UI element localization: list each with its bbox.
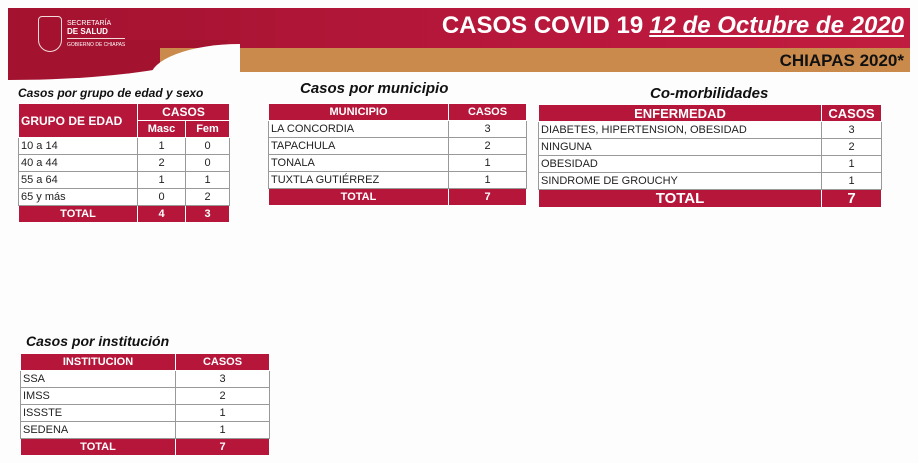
cell-value: 1 bbox=[175, 421, 270, 439]
logo-line3: GOBIERNO DE CHIAPAS bbox=[67, 37, 126, 49]
total-row: TOTAL 7 bbox=[268, 188, 527, 206]
cell-value: 1 bbox=[821, 155, 882, 173]
cell-value: 3 bbox=[175, 370, 270, 388]
municipio-table: MUNICIPIO CASOS LA CONCORDIA 3 TAPACHULA 2 TON… bbox=[268, 103, 527, 206]
edad-title: Casos por grupo de edad y sexo bbox=[18, 86, 204, 100]
cell-value: 0 bbox=[185, 154, 230, 172]
total-row: TOTAL 4 3 bbox=[18, 205, 230, 223]
table-row: IMSS 2 bbox=[20, 387, 270, 405]
cell-value: 1 bbox=[175, 404, 270, 422]
total-value: 7 bbox=[175, 438, 270, 456]
page-subtitle: CHIAPAS 2020* bbox=[779, 51, 904, 70]
table-row: SINDROME DE GROUCHY 1 bbox=[538, 172, 882, 190]
total-value: 4 bbox=[137, 205, 186, 223]
cell-label: 55 a 64 bbox=[18, 171, 138, 189]
cell-label: ISSSTE bbox=[20, 404, 176, 422]
cell-label: 65 y más bbox=[18, 188, 138, 206]
cell-label: SSA bbox=[20, 370, 176, 388]
institucion-title: Casos por institución bbox=[26, 333, 170, 349]
cell-label: TONALA bbox=[268, 154, 449, 172]
cell-value: 1 bbox=[137, 137, 186, 155]
table-row: TUXTLA GUTIÉRREZ 1 bbox=[268, 171, 527, 189]
column-header: CASOS bbox=[448, 103, 527, 121]
total-value: 3 bbox=[185, 205, 230, 223]
table-row: 10 a 14 1 0 bbox=[18, 137, 230, 155]
column-header: ENFERMEDAD bbox=[538, 104, 822, 122]
cell-label: DIABETES, HIPERTENSION, OBESIDAD bbox=[538, 121, 822, 139]
cell-value: 2 bbox=[175, 387, 270, 405]
table-row: 55 a 64 1 1 bbox=[18, 171, 230, 189]
total-label: TOTAL bbox=[18, 205, 138, 223]
table-row: ISSSTE 1 bbox=[20, 404, 270, 422]
col-casos: CASOS bbox=[137, 103, 230, 121]
table-row: SEDENA 1 bbox=[20, 421, 270, 439]
comorbilidades-table: ENFERMEDAD CASOS DIABETES, HIPERTENSION, O… bbox=[538, 104, 882, 208]
table-row: SSA 3 bbox=[20, 370, 270, 388]
table-row: 65 y más 0 2 bbox=[18, 188, 230, 206]
cell-value: 1 bbox=[821, 172, 882, 190]
title-text: CASOS COVID 19 bbox=[441, 12, 644, 39]
cell-value: 2 bbox=[185, 188, 230, 206]
table-row: TONALA 1 bbox=[268, 154, 527, 172]
column-header: CASOS bbox=[821, 104, 882, 122]
cell-value: 3 bbox=[448, 120, 527, 138]
cell-value: 0 bbox=[137, 188, 186, 206]
cell-label: TAPACHULA bbox=[268, 137, 449, 155]
cell-label: OBESIDAD bbox=[538, 155, 822, 173]
municipio-title: Casos por municipio bbox=[300, 80, 449, 97]
total-label: TOTAL bbox=[268, 188, 449, 206]
table-row: NINGUNA 2 bbox=[538, 138, 882, 156]
total-row: TOTAL 7 bbox=[538, 189, 882, 208]
table-row: LA CONCORDIA 3 bbox=[268, 120, 527, 138]
cell-value: 1 bbox=[448, 171, 527, 189]
header-subbanner bbox=[160, 48, 910, 72]
header-row: MUNICIPIO CASOS bbox=[268, 103, 527, 121]
cell-value: 2 bbox=[448, 137, 527, 155]
total-value: 7 bbox=[448, 188, 527, 206]
cell-label: IMSS bbox=[20, 387, 176, 405]
cell-value: 1 bbox=[137, 171, 186, 189]
cell-value: 0 bbox=[185, 137, 230, 155]
col-masc: Masc bbox=[137, 120, 186, 138]
total-label: TOTAL bbox=[538, 189, 822, 208]
column-header: INSTITUCION bbox=[20, 353, 176, 371]
cell-value: 3 bbox=[821, 121, 882, 139]
col-fem: Fem bbox=[185, 120, 230, 138]
cell-label: 10 a 14 bbox=[18, 137, 138, 155]
page-title: CASOS COVID 19 12 de Octubre de 2020 bbox=[442, 12, 904, 40]
edad-table: GRUPO DE EDAD CASOS Masc Fem 10 a 14 1 0 40 a… bbox=[18, 103, 230, 223]
total-label: TOTAL bbox=[20, 438, 176, 456]
cell-label: SINDROME DE GROUCHY bbox=[538, 172, 822, 190]
cell-value: 2 bbox=[821, 138, 882, 156]
cell-value: 1 bbox=[185, 171, 230, 189]
header-row: ENFERMEDAD CASOS bbox=[538, 104, 882, 122]
total-value: 7 bbox=[821, 189, 882, 208]
institucion-table: INSTITUCION CASOS SSA 3 IMSS 2 ISSSTE 1 SEDENA 1 T… bbox=[20, 353, 270, 456]
table-row: TAPACHULA 2 bbox=[268, 137, 527, 155]
column-header: MUNICIPIO bbox=[268, 103, 449, 121]
table-row: 40 a 44 2 0 bbox=[18, 154, 230, 172]
shield-icon bbox=[38, 16, 62, 52]
cell-label: SEDENA bbox=[20, 421, 176, 439]
cell-label: NINGUNA bbox=[538, 138, 822, 156]
table-row: DIABETES, HIPERTENSION, OBESIDAD 3 bbox=[538, 121, 882, 139]
logo-line1: SECRETARÍA bbox=[67, 19, 112, 27]
logo: SECRETARÍA DE SALUD GOBIERNO DE CHIAPAS bbox=[38, 16, 126, 52]
cell-label: LA CONCORDIA bbox=[268, 120, 449, 138]
comorbilidades-title: Co-morbilidades bbox=[650, 85, 769, 102]
cell-value: 2 bbox=[137, 154, 186, 172]
logo-line2: DE SALUD bbox=[67, 26, 108, 36]
table-row: OBESIDAD 1 bbox=[538, 155, 882, 173]
total-row: TOTAL 7 bbox=[20, 438, 270, 456]
cell-label: TUXTLA GUTIÉRREZ bbox=[268, 171, 449, 189]
cell-label: 40 a 44 bbox=[18, 154, 138, 172]
header-row: INSTITUCION CASOS bbox=[20, 353, 270, 371]
title-date: 12 de Octubre de 2020 bbox=[649, 12, 904, 39]
col-grupo: GRUPO DE EDAD bbox=[18, 103, 138, 138]
cell-value: 1 bbox=[448, 154, 527, 172]
column-header: CASOS bbox=[175, 353, 270, 371]
